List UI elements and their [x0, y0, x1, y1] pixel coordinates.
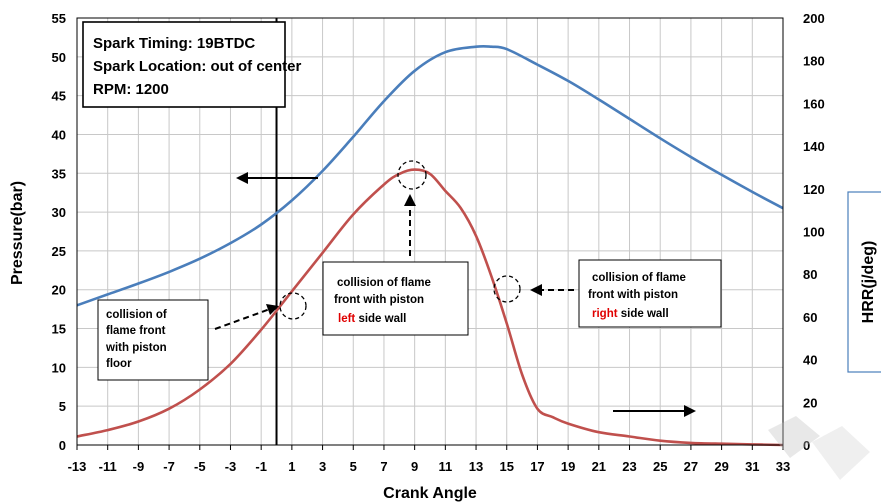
x-tick-label: 29 — [714, 459, 728, 474]
x-tick-label: 7 — [380, 459, 387, 474]
x-tick-label: -11 — [99, 459, 117, 474]
y-tick-label: 50 — [52, 50, 66, 65]
y-tick-label: 0 — [59, 438, 66, 453]
y-tick-label: 45 — [52, 89, 66, 104]
annotation-3-line-1: collision of flame — [592, 272, 686, 284]
annotation-1-line-1: collision of — [106, 309, 167, 321]
arrow-to-pressure-axis-head — [236, 172, 248, 184]
x-tick-label: -13 — [68, 459, 87, 474]
x-tick-label: 13 — [469, 459, 483, 474]
info-spark-location: Spark Location: out of center — [93, 58, 302, 75]
annotation-left-wall: collision of flame front with piston lef… — [323, 262, 468, 335]
y2-tick-label: 160 — [803, 96, 825, 111]
x-tick-label: 31 — [745, 459, 759, 474]
y2-tick-label: 180 — [803, 54, 825, 69]
y-tick-label: 5 — [59, 399, 66, 414]
collision-marker-floor — [280, 293, 306, 319]
x-tick-label: -3 — [225, 459, 237, 474]
annotation-1-line-4: floor — [106, 358, 132, 370]
arrow-right-wall-head — [530, 284, 542, 296]
x-tick-label: 9 — [411, 459, 418, 474]
annotation-3-line-2: front with piston — [588, 289, 678, 301]
annotation-piston-floor: collision of flame front with piston flo… — [98, 300, 208, 380]
info-spark-timing: Spark Timing: 19BTDC — [93, 35, 255, 52]
x-tick-label: -5 — [194, 459, 206, 474]
x-tick-label: 1 — [288, 459, 295, 474]
x-tick-label: 15 — [500, 459, 514, 474]
annotation-2-red-word: left — [338, 313, 355, 325]
y-tick-label: 25 — [52, 244, 66, 259]
x-tick-label: 27 — [684, 459, 698, 474]
y2-tick-label: 120 — [803, 182, 825, 197]
annotation-3-line-3: right side wall — [592, 308, 669, 320]
y2-axis-title: HRR(j/deg) — [860, 241, 877, 324]
x-axis-title: Crank Angle — [383, 485, 477, 502]
annotation-2-line-3: left side wall — [338, 313, 406, 325]
annotation-1-line-2: flame front — [106, 325, 166, 337]
x-tick-label: 19 — [561, 459, 575, 474]
y2-tick-label: 100 — [803, 225, 825, 240]
y2-tick-label: 20 — [803, 395, 817, 410]
x-tick-label: 25 — [653, 459, 667, 474]
info-rpm: RPM: 1200 — [93, 81, 169, 98]
annotation-2-line-2: front with piston — [334, 294, 424, 306]
x-tick-label: 23 — [622, 459, 636, 474]
annotation-3-suffix: side wall — [618, 308, 669, 320]
x-tick-label: -7 — [163, 459, 175, 474]
y-tick-label: 10 — [52, 360, 66, 375]
y2-tick-label: 40 — [803, 353, 817, 368]
y2-tick-label: 140 — [803, 139, 825, 154]
x-tick-label: 11 — [438, 459, 452, 474]
info-box: Spark Timing: 19BTDC Spark Location: out… — [83, 22, 302, 107]
x-tick-label: 21 — [592, 459, 606, 474]
y-tick-label: 55 — [52, 11, 66, 26]
annotation-1-line-3: with piston — [105, 342, 167, 354]
x-tick-label: 5 — [350, 459, 357, 474]
y-axis-title: Pressure(bar) — [9, 181, 26, 285]
x-tick-label: 17 — [530, 459, 544, 474]
arrow-to-hrr-axis-head — [684, 405, 696, 417]
x-tick-label: 33 — [776, 459, 790, 474]
y-tick-label: 40 — [52, 127, 66, 142]
annotation-2-line-1: collision of flame — [337, 277, 431, 289]
annotation-3-red-word: right — [592, 308, 618, 320]
annotation-2-suffix: side wall — [355, 313, 406, 325]
x-tick-label: -1 — [255, 459, 267, 474]
collision-marker-left-wall — [398, 161, 426, 189]
x-tick-label: 3 — [319, 459, 326, 474]
arrow-floor-dashed — [215, 309, 270, 329]
y2-tick-label: 60 — [803, 310, 817, 325]
y2-tick-label: 80 — [803, 267, 817, 282]
y-tick-label: 15 — [52, 322, 66, 337]
y-tick-label: 20 — [52, 283, 66, 298]
y-tick-label: 35 — [52, 166, 66, 181]
y2-tick-label: 200 — [803, 11, 825, 26]
x-tick-label: -9 — [133, 459, 145, 474]
annotation-right-wall: collision of flame front with piston rig… — [579, 260, 721, 327]
y-tick-label: 30 — [52, 205, 66, 220]
